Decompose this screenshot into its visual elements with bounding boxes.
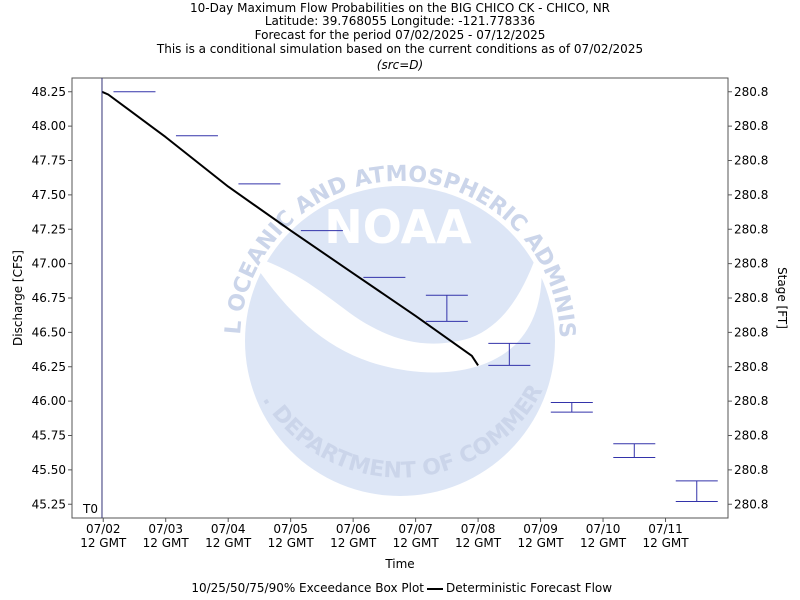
- y-axis-ticks: 48.25 48.00 47.75 47.50 47.25 47.00 46.75 46.50…: [32, 85, 72, 511]
- y-tick-label: 47.75: [32, 154, 66, 168]
- legend-deterministic-label: Deterministic Forecast Flow: [446, 581, 612, 595]
- x-tick-label-date: 07/07: [398, 522, 433, 536]
- x-tick-label-time: 12 GMT: [580, 536, 627, 550]
- title-line-1: 10-Day Maximum Flow Probabilities on the…: [190, 1, 610, 15]
- y2-tick-label: 280.8: [734, 291, 768, 305]
- x-tick-label-time: 12 GMT: [80, 536, 127, 550]
- y2-tick-label: 280.8: [734, 85, 768, 99]
- legend-box-label: 10/25/50/75/90% Exceedance Box Plot: [191, 581, 424, 595]
- y-tick-label: 47.00: [32, 257, 66, 271]
- y2-tick-label: 280.8: [734, 257, 768, 271]
- y2-tick-label: 280.8: [734, 188, 768, 202]
- y-tick-label: 48.00: [32, 119, 66, 133]
- y-tick-label: 46.50: [32, 325, 66, 339]
- x-tick-label-time: 12 GMT: [393, 536, 440, 550]
- title-line-4: This is a conditional simulation based o…: [156, 42, 643, 56]
- y-tick-label: 46.75: [32, 291, 66, 305]
- y2-tick-label: 280.8: [734, 394, 768, 408]
- y-tick-label: 47.25: [32, 222, 66, 236]
- y-tick-label: 46.25: [32, 360, 66, 374]
- chart-title: 10-Day Maximum Flow Probabilities on the…: [156, 1, 643, 72]
- noaa-watermark: NATIONAL OCEANIC AND ATMOSPHERIC ADMINIS…: [0, 0, 579, 496]
- x-tick-label-date: 07/03: [148, 522, 183, 536]
- x-tick-label-date: 07/06: [336, 522, 371, 536]
- y2-tick-label: 280.8: [734, 222, 768, 236]
- y2-tick-label: 280.8: [734, 429, 768, 443]
- y2-tick-label: 280.8: [734, 497, 768, 511]
- y2-axis-ticks: 280.8 280.8 280.8 280.8 280.8 280.8 280.8 280.8…: [728, 85, 768, 511]
- x-tick-label-time: 12 GMT: [518, 536, 565, 550]
- title-line-5: (src=D): [377, 58, 423, 72]
- x-tick-label-date: 07/10: [586, 522, 621, 536]
- x-tick-label-time: 12 GMT: [455, 536, 502, 550]
- y-tick-label: 45.75: [32, 429, 66, 443]
- deterministic-forecast-line: [101, 90, 479, 366]
- t0-label: T0: [82, 502, 98, 516]
- x-tick-label-date: 07/08: [461, 522, 496, 536]
- x-tick-label-date: 07/04: [211, 522, 246, 536]
- watermark-noaa-text: NOAA: [324, 200, 472, 254]
- x-tick-label-date: 07/11: [648, 522, 683, 536]
- y2-tick-label: 280.8: [734, 463, 768, 477]
- x-tick-label-time: 12 GMT: [268, 536, 315, 550]
- y-axis-title: Discharge [CFS]: [11, 250, 25, 346]
- y2-tick-label: 280.8: [734, 360, 768, 374]
- x-tick-label-time: 12 GMT: [642, 536, 689, 550]
- x-tick-label-time: 12 GMT: [330, 536, 377, 550]
- y2-axis-title: Stage [FT]: [775, 267, 789, 329]
- watermark-bird: [248, 245, 542, 373]
- y2-tick-label: 280.8: [734, 154, 768, 168]
- x-tick-label-date: 07/09: [523, 522, 558, 536]
- x-tick-label-time: 12 GMT: [143, 536, 190, 550]
- x-tick-label-date: 07/02: [86, 522, 121, 536]
- exceedance-boxes: [113, 91, 718, 502]
- y2-tick-label: 280.8: [734, 325, 768, 339]
- title-line-3: Forecast for the period 07/02/2025 - 07/…: [255, 28, 546, 42]
- t0-marker: T0: [82, 78, 103, 518]
- y-tick-label: 47.50: [32, 188, 66, 202]
- x-tick-label-date: 07/05: [273, 522, 308, 536]
- y-tick-label: 45.50: [32, 463, 66, 477]
- y-tick-label: 45.25: [32, 497, 66, 511]
- y-tick-label: 46.00: [32, 394, 66, 408]
- x-axis-title: Time: [384, 557, 414, 571]
- x-tick-label-time: 12 GMT: [205, 536, 252, 550]
- y2-tick-label: 280.8: [734, 119, 768, 133]
- deterministic-series: [101, 90, 479, 366]
- y-tick-label: 48.25: [32, 85, 66, 99]
- legend: 10/25/50/75/90% Exceedance Box Plot Dete…: [191, 581, 612, 595]
- title-line-2: Latitude: 39.768055 Longitude: -121.7783…: [265, 14, 535, 28]
